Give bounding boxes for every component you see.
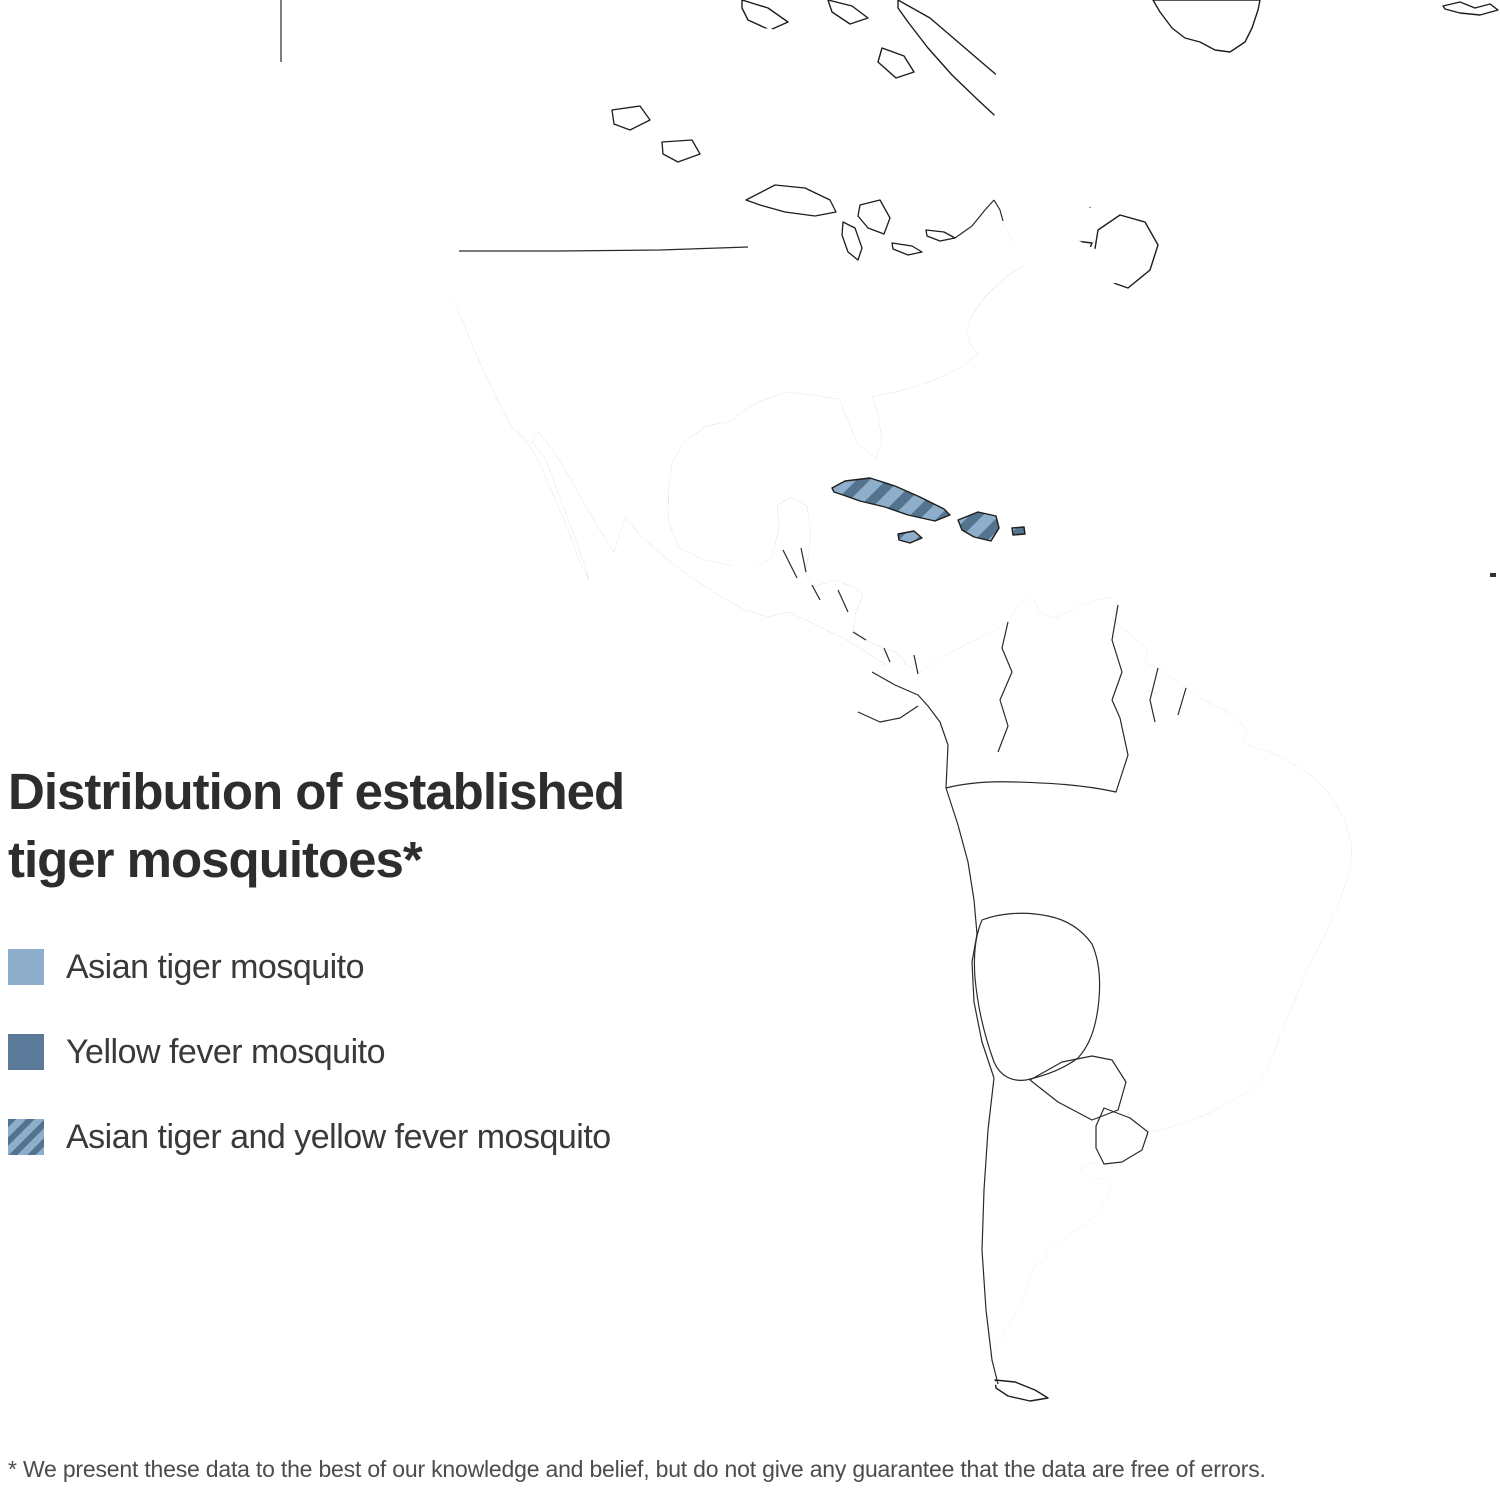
lake-great-bear bbox=[611, 105, 651, 131]
lake-great-slave bbox=[661, 139, 701, 163]
island-greenland-tip bbox=[1152, 0, 1261, 53]
border-chile-argentina bbox=[981, 1077, 999, 1385]
legend-item-both: Asian tiger and yellow fever mosquito bbox=[8, 1118, 611, 1156]
lake-erie bbox=[891, 242, 923, 256]
island-tierra-del-fuego bbox=[994, 1379, 1049, 1402]
legend-label-both: Asian tiger and yellow fever mosquito bbox=[66, 1117, 611, 1156]
border-honduras-nicaragua bbox=[837, 589, 849, 613]
island-cuba bbox=[831, 477, 951, 522]
border-bolivia bbox=[973, 912, 1101, 1081]
lake-michigan bbox=[841, 221, 863, 261]
page-title: Distribution of established tiger mosqui… bbox=[8, 758, 625, 894]
title-line-1: Distribution of established bbox=[8, 763, 625, 820]
border-suriname-french-guiana bbox=[1177, 687, 1187, 716]
legend-swatch-asian-tiger bbox=[8, 949, 44, 985]
border-guyana-suriname bbox=[1149, 667, 1159, 723]
border-venezuela-guyana bbox=[1111, 604, 1123, 701]
island-puerto-rico bbox=[1011, 526, 1026, 536]
border-usa-canada-east bbox=[954, 199, 1004, 239]
lake-huron bbox=[857, 199, 891, 235]
island-hispaniola bbox=[957, 511, 1000, 542]
border-uruguay bbox=[1095, 1107, 1149, 1165]
island-southampton bbox=[877, 47, 915, 79]
border-colombia-ecuador bbox=[871, 671, 929, 707]
footnote: * We present these data to the best of o… bbox=[8, 1456, 1266, 1482]
border-peru-brazil bbox=[945, 787, 978, 935]
border-nicaragua-costa-rica bbox=[852, 631, 867, 641]
legend-swatch-both bbox=[8, 1119, 44, 1155]
legend-label-yellow-fever: Yellow fever mosquito bbox=[66, 1032, 385, 1071]
hatch-swatch-graphic bbox=[8, 1119, 44, 1155]
legend-item-asian-tiger: Asian tiger mosquito bbox=[8, 947, 365, 986]
border-paraguay bbox=[1029, 1055, 1127, 1121]
border-guatemala-mexico bbox=[782, 549, 798, 579]
border-usa-canada-west bbox=[459, 246, 749, 252]
island-bermuda bbox=[1490, 573, 1496, 577]
mexico-coast-patch bbox=[614, 518, 788, 622]
border-guatemala-honduras bbox=[811, 584, 821, 601]
island-jamaica bbox=[897, 530, 923, 544]
border-brazil-north bbox=[945, 699, 1129, 793]
legend-item-yellow-fever: Yellow fever mosquito bbox=[8, 1033, 385, 1071]
border-panama-colombia bbox=[913, 654, 919, 675]
title-line-2: tiger mosquitoes* bbox=[8, 831, 423, 888]
legend-label-asian-tiger: Asian tiger mosquito bbox=[66, 947, 365, 986]
island-arctic-east bbox=[827, 0, 869, 25]
border-costa-rica-panama bbox=[883, 647, 891, 663]
lake-superior bbox=[745, 184, 837, 217]
border-ecuador-peru bbox=[857, 705, 919, 723]
island-iceland-tip bbox=[1442, 1, 1499, 16]
border-colombia-peru bbox=[927, 705, 949, 789]
legend-swatch-yellow-fever bbox=[8, 1034, 44, 1070]
border-colombia-venezuela bbox=[997, 621, 1013, 753]
lake-ontario bbox=[925, 229, 956, 242]
border-peru-bolivia-chile-west bbox=[971, 933, 995, 1079]
border-belize bbox=[800, 547, 807, 573]
